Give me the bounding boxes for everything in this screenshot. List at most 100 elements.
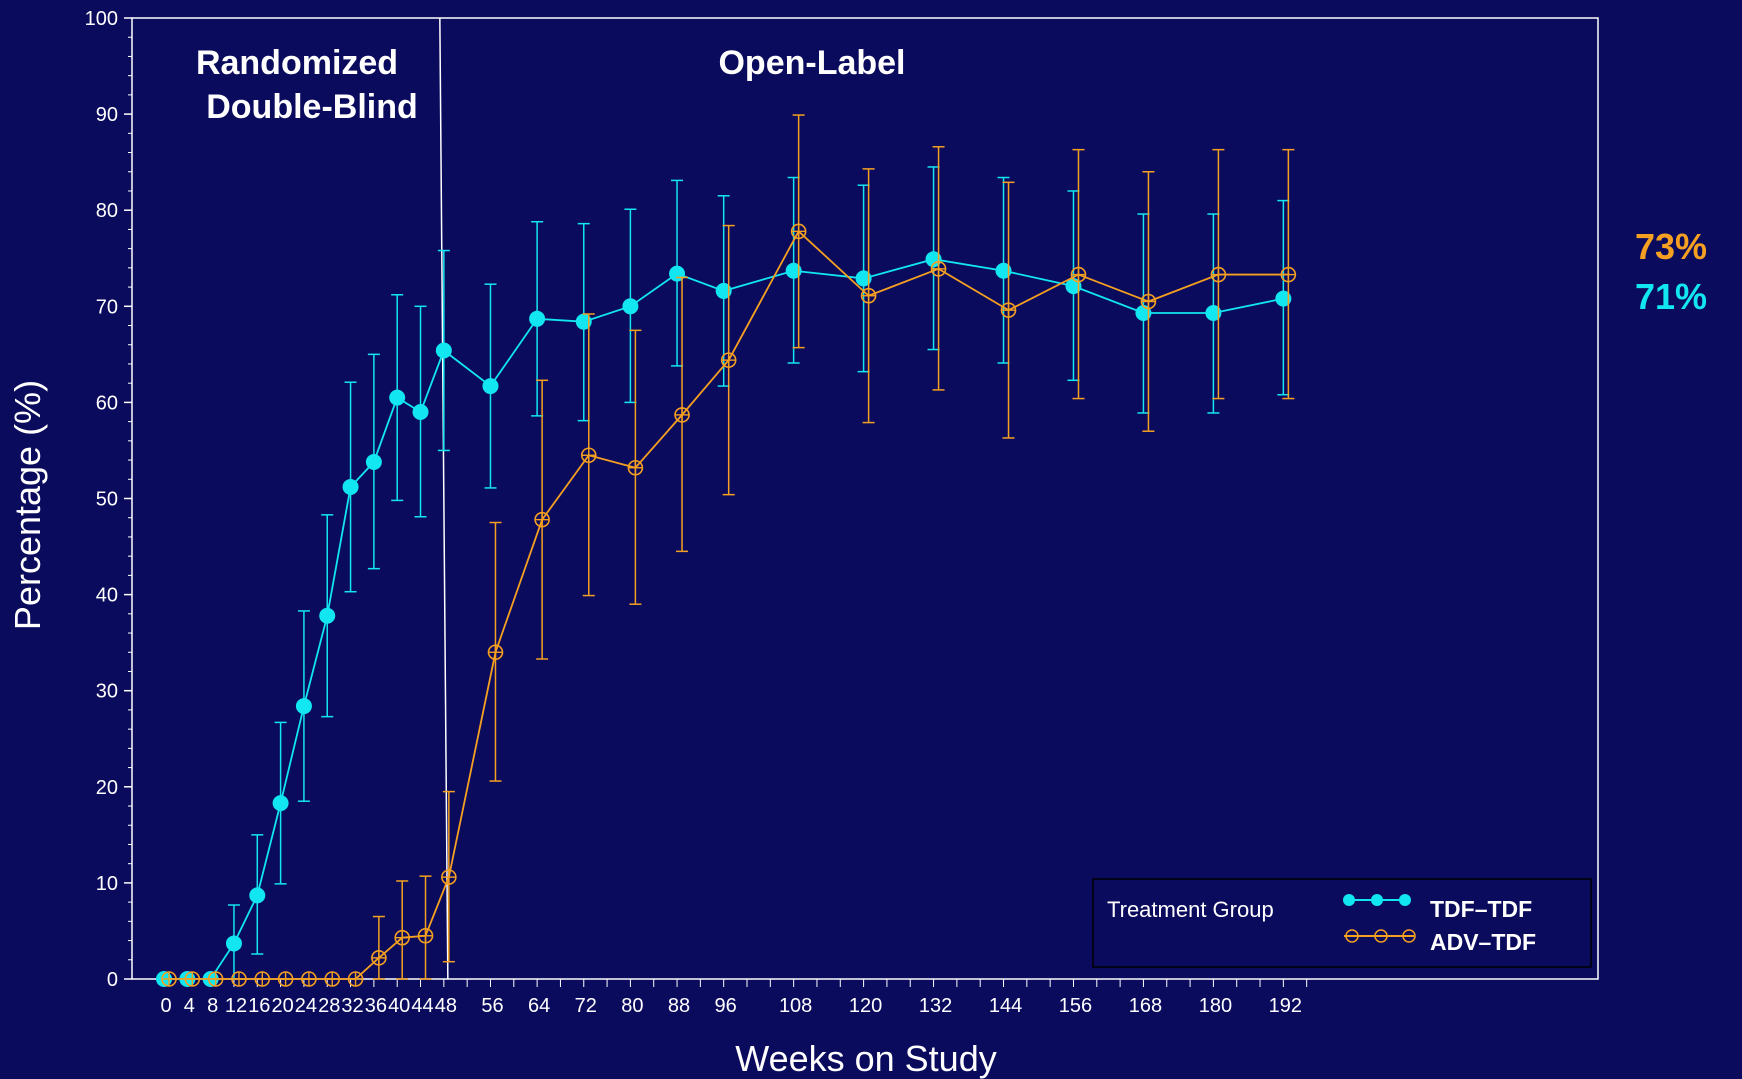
data-point [860, 287, 877, 304]
phase-divider-line [439, 17, 449, 980]
data-point [575, 313, 592, 330]
data-point [389, 389, 406, 406]
legend-marker-tdf-tdf [1343, 894, 1411, 906]
data-point [534, 511, 550, 528]
y-axis-title: Percentage (%) [7, 380, 48, 630]
data-point [1070, 266, 1087, 283]
data-point [715, 282, 732, 299]
x-tick-label: 96 [715, 995, 737, 1017]
x-tick-label: 120 [849, 995, 882, 1017]
legend-box [1092, 878, 1592, 968]
data-point [482, 378, 499, 395]
y-tick-label: 100 [85, 8, 118, 30]
series-adv-tdf [161, 114, 1297, 987]
legend-marker-adv-tdf [1344, 929, 1416, 943]
data-point [785, 262, 802, 279]
data-point [231, 971, 247, 987]
data-point [925, 251, 942, 268]
data-point [347, 971, 364, 987]
x-tick-label: 28 [318, 995, 340, 1017]
data-point [365, 453, 382, 470]
data-point [790, 223, 807, 240]
data-point [371, 950, 387, 966]
y-tick-label: 90 [96, 104, 118, 126]
y-tick-label: 0 [107, 969, 118, 991]
x-tick-label: 44 [411, 995, 433, 1017]
data-point [324, 971, 341, 987]
y-tick-label: 10 [96, 873, 118, 895]
data-point [249, 887, 266, 904]
x-axis: 0 4 8 12 16 20 24 28 32 36 40 44 48 56 64 72 80 88 96 108 12… [160, 979, 1308, 1017]
x-tick-label: 192 [1269, 995, 1302, 1017]
y-tick-label: 60 [96, 392, 118, 414]
series-tdf-tdf [156, 166, 1292, 987]
y-tick-label: 40 [96, 585, 118, 607]
x-tick-label: 156 [1059, 995, 1092, 1017]
final-value-adv-tdf: 73% [1635, 226, 1707, 267]
data-point [930, 261, 947, 277]
data-point [995, 262, 1012, 279]
x-tick-label: 56 [481, 995, 503, 1017]
data-point [225, 935, 242, 952]
data-point [272, 795, 289, 812]
x-tick-label: 80 [621, 995, 643, 1017]
y-tick-label: 20 [96, 777, 118, 799]
data-point [529, 310, 546, 327]
x-tick-label: 132 [919, 995, 952, 1017]
x-tick-label: 4 [184, 995, 195, 1017]
x-tick-label: 40 [388, 995, 410, 1017]
legend-label-tdf-tdf: TDF–TDF [1430, 896, 1532, 922]
data-point [301, 971, 317, 987]
data-point [435, 342, 452, 359]
y-tick-label: 50 [96, 489, 118, 511]
x-tick-label: 20 [271, 995, 293, 1017]
data-point [254, 971, 271, 987]
data-point [674, 407, 690, 423]
y-axis: 0 10 20 30 40 50 60 70 80 90 100 [85, 8, 132, 991]
data-point [295, 698, 312, 715]
legend-title: Treatment Group [1107, 897, 1274, 922]
y-tick-label: 80 [96, 200, 118, 222]
x-tick-label: 32 [341, 995, 363, 1017]
x-tick-label: 24 [295, 995, 317, 1017]
phase-divider [439, 17, 449, 980]
data-point [1205, 305, 1222, 322]
data-point [417, 927, 434, 944]
data-point [394, 929, 411, 946]
data-point [277, 971, 294, 987]
data-point [1280, 266, 1297, 283]
data-point [207, 971, 224, 987]
legend: Treatment Group TDF–TDF ADV–TDF [1092, 878, 1592, 968]
data-point [161, 971, 177, 987]
data-point [342, 478, 359, 495]
x-tick-label: 88 [668, 995, 690, 1017]
data-point [855, 270, 872, 287]
x-tick-label: 72 [575, 995, 597, 1017]
data-point [441, 869, 457, 885]
y-tick-label: 70 [96, 296, 118, 318]
data-point [580, 447, 597, 464]
y-tick-label: 30 [96, 681, 118, 703]
final-value-tdf-tdf: 71% [1635, 276, 1707, 317]
series-layer [156, 114, 1297, 987]
data-point [319, 607, 336, 624]
data-point [622, 298, 639, 315]
data-point [627, 459, 644, 476]
x-tick-label: 8 [207, 995, 218, 1017]
phase-label-open-label: Open-Label [718, 44, 905, 82]
data-point [1140, 293, 1157, 310]
x-tick-label: 64 [528, 995, 550, 1017]
x-tick-label: 16 [248, 995, 270, 1017]
data-point [412, 404, 429, 421]
x-tick-label: 0 [160, 995, 171, 1017]
data-point [720, 352, 737, 368]
phase-label-randomized-line2: Double-Blind [206, 88, 418, 126]
data-point [1000, 302, 1017, 318]
x-tick-label: 48 [435, 995, 457, 1017]
x-axis-title: Weeks on Study [735, 1038, 996, 1079]
legend-label-adv-tdf: ADV–TDF [1430, 929, 1536, 955]
x-tick-label: 108 [779, 995, 812, 1017]
data-point [487, 644, 504, 661]
